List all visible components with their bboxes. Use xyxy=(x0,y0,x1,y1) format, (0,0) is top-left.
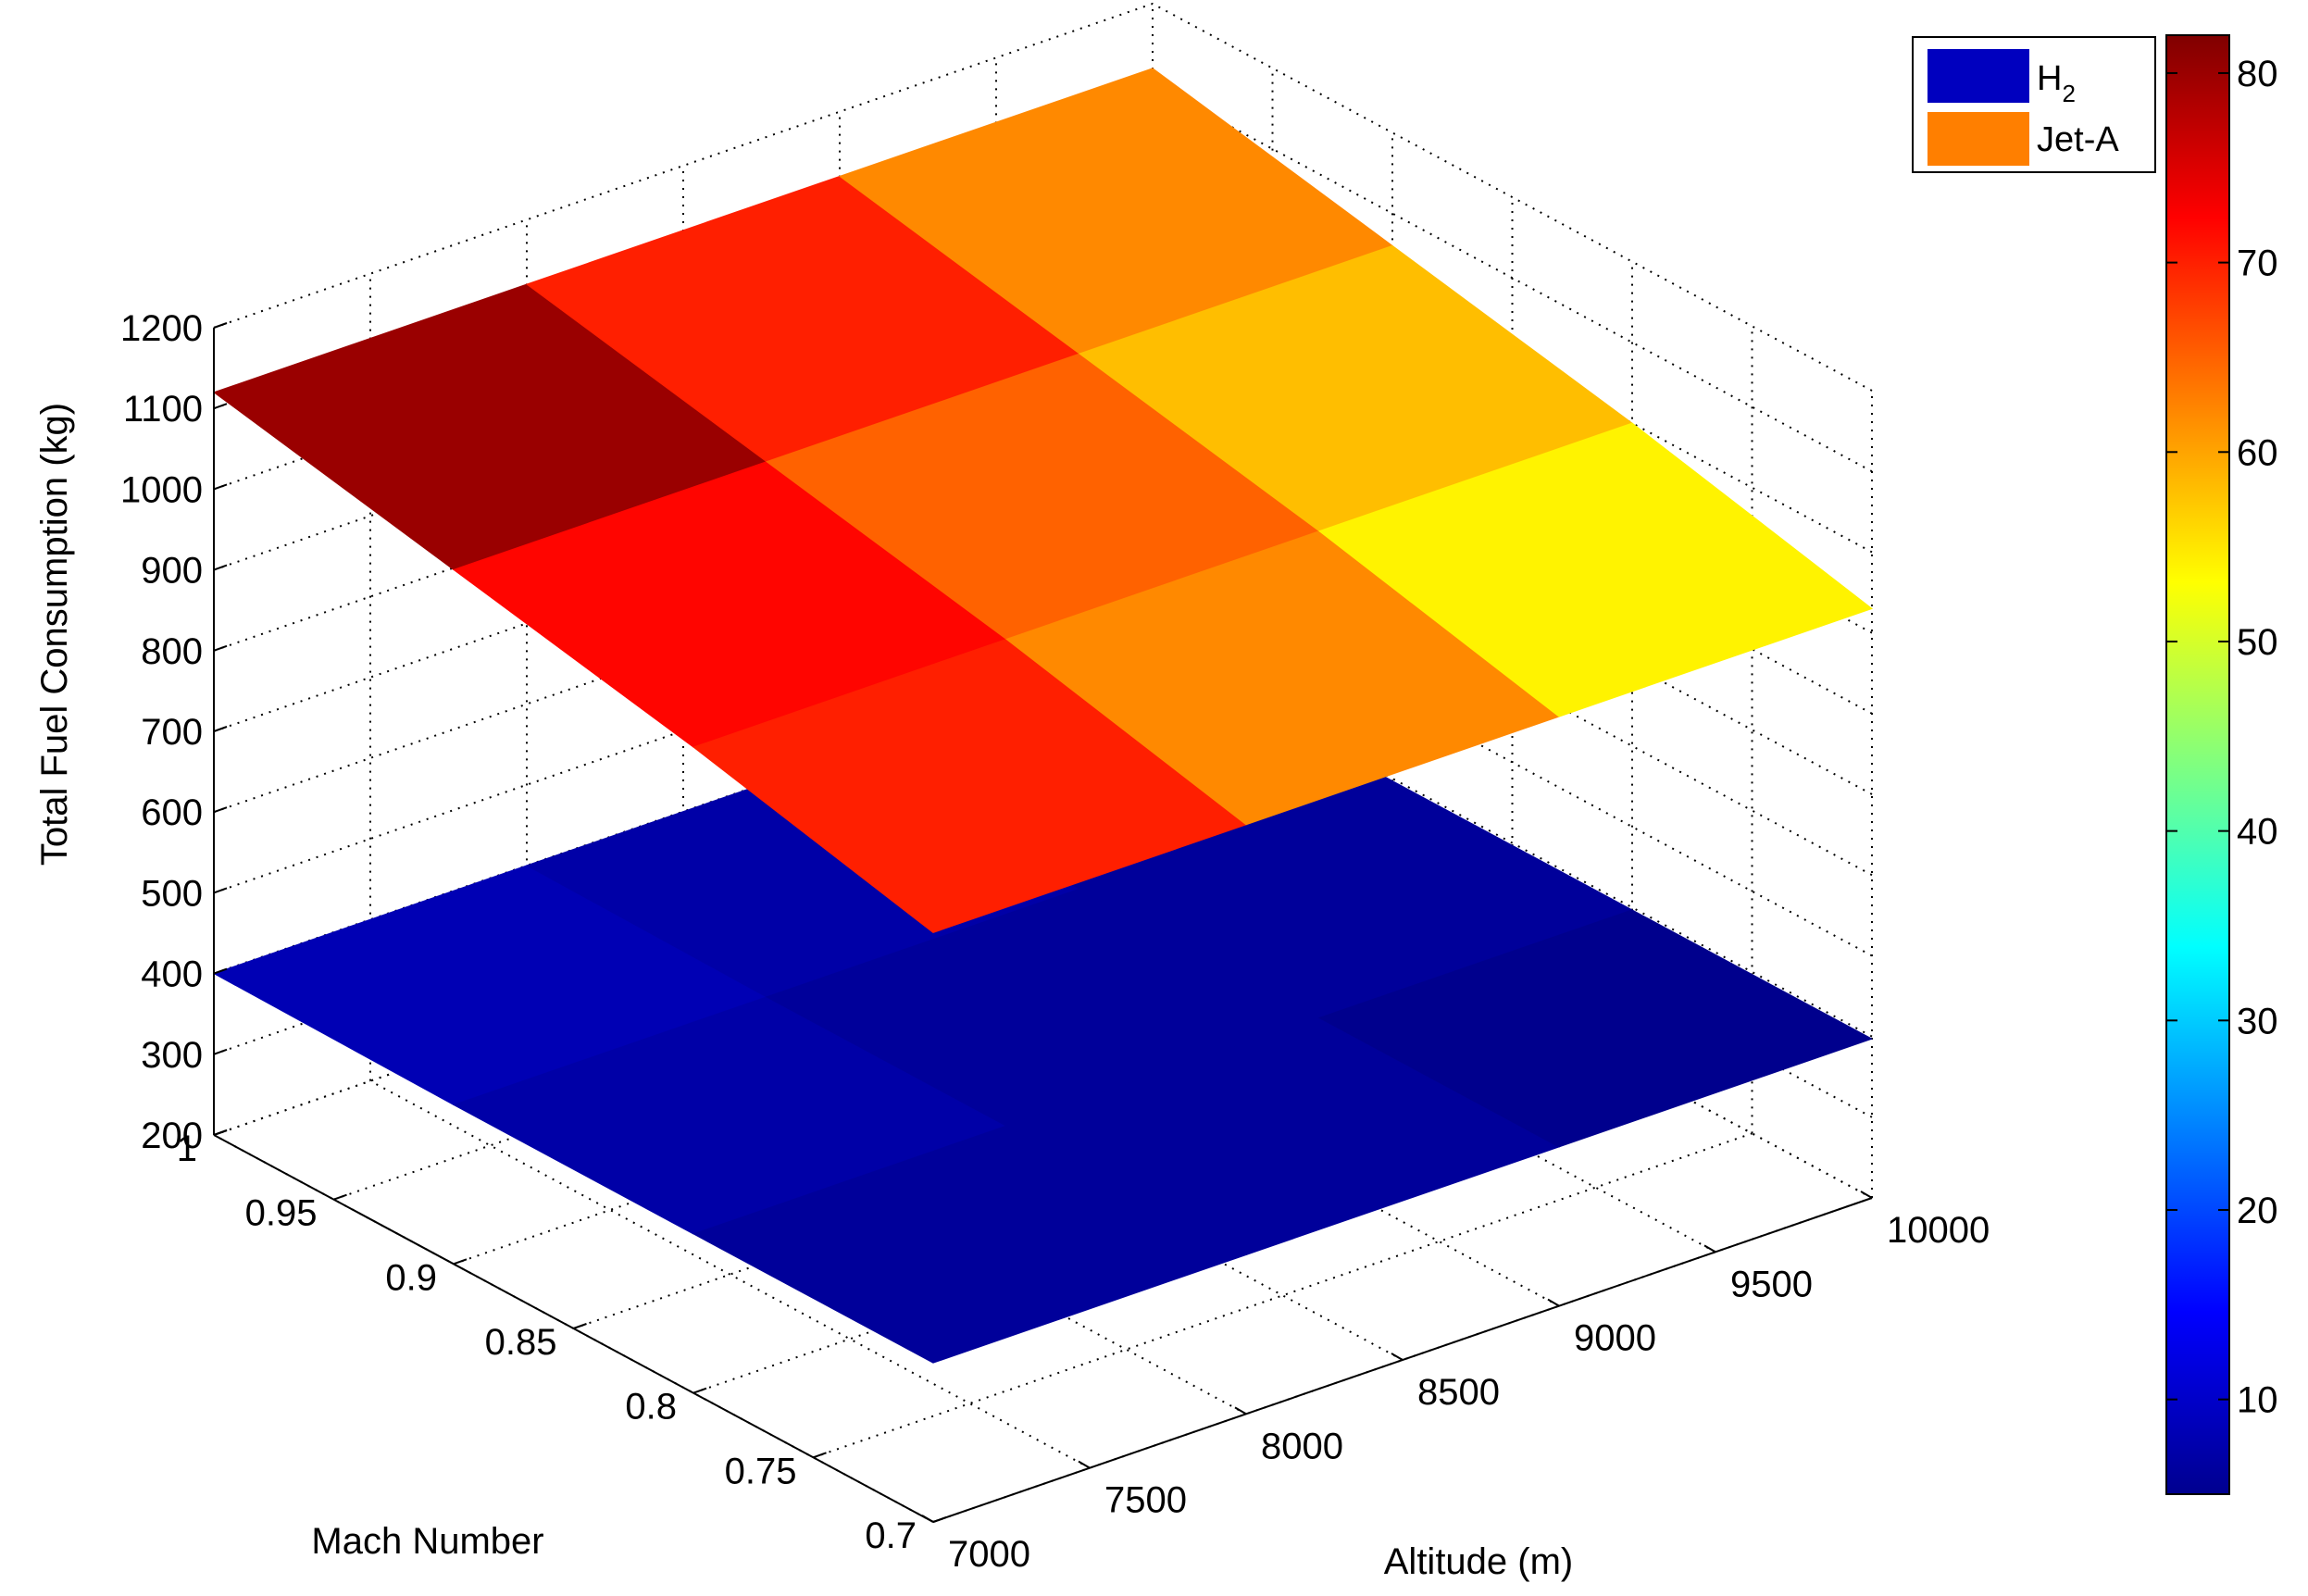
y-tick-label: 0.7 xyxy=(865,1515,917,1556)
z-tick xyxy=(213,726,228,732)
surface-cell xyxy=(1317,422,1874,717)
colorbar: 10 20 30 40 50 60 70 80 xyxy=(2165,34,2278,1495)
z-tick xyxy=(213,483,228,491)
x-tick xyxy=(1860,1191,1873,1199)
z-tick xyxy=(213,887,228,894)
x-tick-label: 10000 xyxy=(1887,1210,1990,1251)
y-tick-label: 0.85 xyxy=(485,1322,557,1363)
x-tick-label: 9000 xyxy=(1574,1318,1656,1359)
z-tick xyxy=(213,644,228,652)
y-tick xyxy=(573,1323,587,1329)
grid-line xyxy=(369,1079,1091,1469)
z-tick-label: 600 xyxy=(141,792,203,833)
z-axis-label: Total Fuel Consumption (kg) xyxy=(34,403,75,866)
y-tick xyxy=(813,1452,827,1459)
colorbar-tick-label: 30 xyxy=(2237,1001,2278,1041)
legend: H2 Jet-A xyxy=(1912,36,2156,173)
x-tick xyxy=(1391,1353,1404,1361)
colorbar-tick-label: 70 xyxy=(2237,243,2278,284)
surface-jet-a xyxy=(212,68,1874,933)
y-tick xyxy=(333,1193,347,1201)
legend-swatch-jet-a xyxy=(1927,112,2029,166)
y-tick xyxy=(453,1258,468,1266)
z-tick-label: 300 xyxy=(141,1035,203,1076)
colorbar-ticks: 10 20 30 40 50 60 70 80 xyxy=(2166,54,2278,1421)
z-tick xyxy=(213,564,228,571)
y-tick-label: 0.75 xyxy=(725,1451,797,1491)
x-tick-label: 8000 xyxy=(1261,1426,1343,1466)
x-tick xyxy=(1078,1460,1091,1469)
z-tick xyxy=(213,967,228,975)
z-tick-label: 200 xyxy=(141,1116,203,1156)
y-tick-label: 0.9 xyxy=(385,1257,437,1298)
x-tick-label: 7500 xyxy=(1104,1480,1187,1521)
z-tick-label: 1200 xyxy=(120,308,203,349)
colorbar-tick-label: 50 xyxy=(2237,622,2278,663)
z-tick xyxy=(213,806,228,814)
y-axis-label: Mach Number xyxy=(311,1521,543,1562)
z-tick-label: 400 xyxy=(141,954,203,995)
z-tick xyxy=(213,1048,228,1055)
z-tick xyxy=(213,322,228,329)
colorbar-tick-label: 60 xyxy=(2237,432,2278,473)
x-tick xyxy=(921,1515,934,1523)
legend-label-h2: H2 xyxy=(2037,59,2076,107)
y-tick xyxy=(213,1129,228,1136)
colorbar-tick-label: 40 xyxy=(2237,812,2278,853)
y-tick-label: 0.8 xyxy=(625,1387,677,1428)
x-tick xyxy=(1234,1406,1247,1415)
y-tick-label: 0.95 xyxy=(245,1193,318,1234)
z-tick-label: 500 xyxy=(141,873,203,914)
surface-cell xyxy=(1317,909,1874,1148)
x-axis-label: Altitude (m) xyxy=(1384,1541,1574,1582)
colorbar-tick-label: 10 xyxy=(2237,1380,2278,1421)
z-tick-label: 700 xyxy=(141,712,203,753)
z-tick xyxy=(213,403,228,410)
z-tick-label: 1100 xyxy=(123,389,203,430)
x-tick xyxy=(1547,1298,1560,1307)
colorbar-gradient xyxy=(2165,34,2230,1495)
x-tick-label: 7000 xyxy=(948,1534,1030,1575)
z-tick-label: 1000 xyxy=(120,469,203,510)
surface-plot xyxy=(212,68,1874,1364)
x-tick-label: 9500 xyxy=(1730,1264,1813,1304)
z-tick-label: 800 xyxy=(141,631,203,672)
legend-swatch-h2 xyxy=(1927,49,2029,103)
colorbar-tick-label: 80 xyxy=(2237,54,2278,94)
legend-label-jet-a: Jet-A xyxy=(2037,120,2119,159)
x-tick xyxy=(1703,1244,1716,1253)
x-tick-label: 8500 xyxy=(1417,1372,1500,1413)
axes: 200 300 400 500 600 700 800 900 1000 1100 1200 0.7 0… xyxy=(120,308,1990,1575)
grid-line xyxy=(213,2,1873,392)
z-tick-label: 900 xyxy=(141,551,203,592)
y-tick xyxy=(692,1387,707,1394)
y-tick-label: 1 xyxy=(177,1128,197,1169)
colorbar-tick-label: 20 xyxy=(2237,1191,2278,1231)
